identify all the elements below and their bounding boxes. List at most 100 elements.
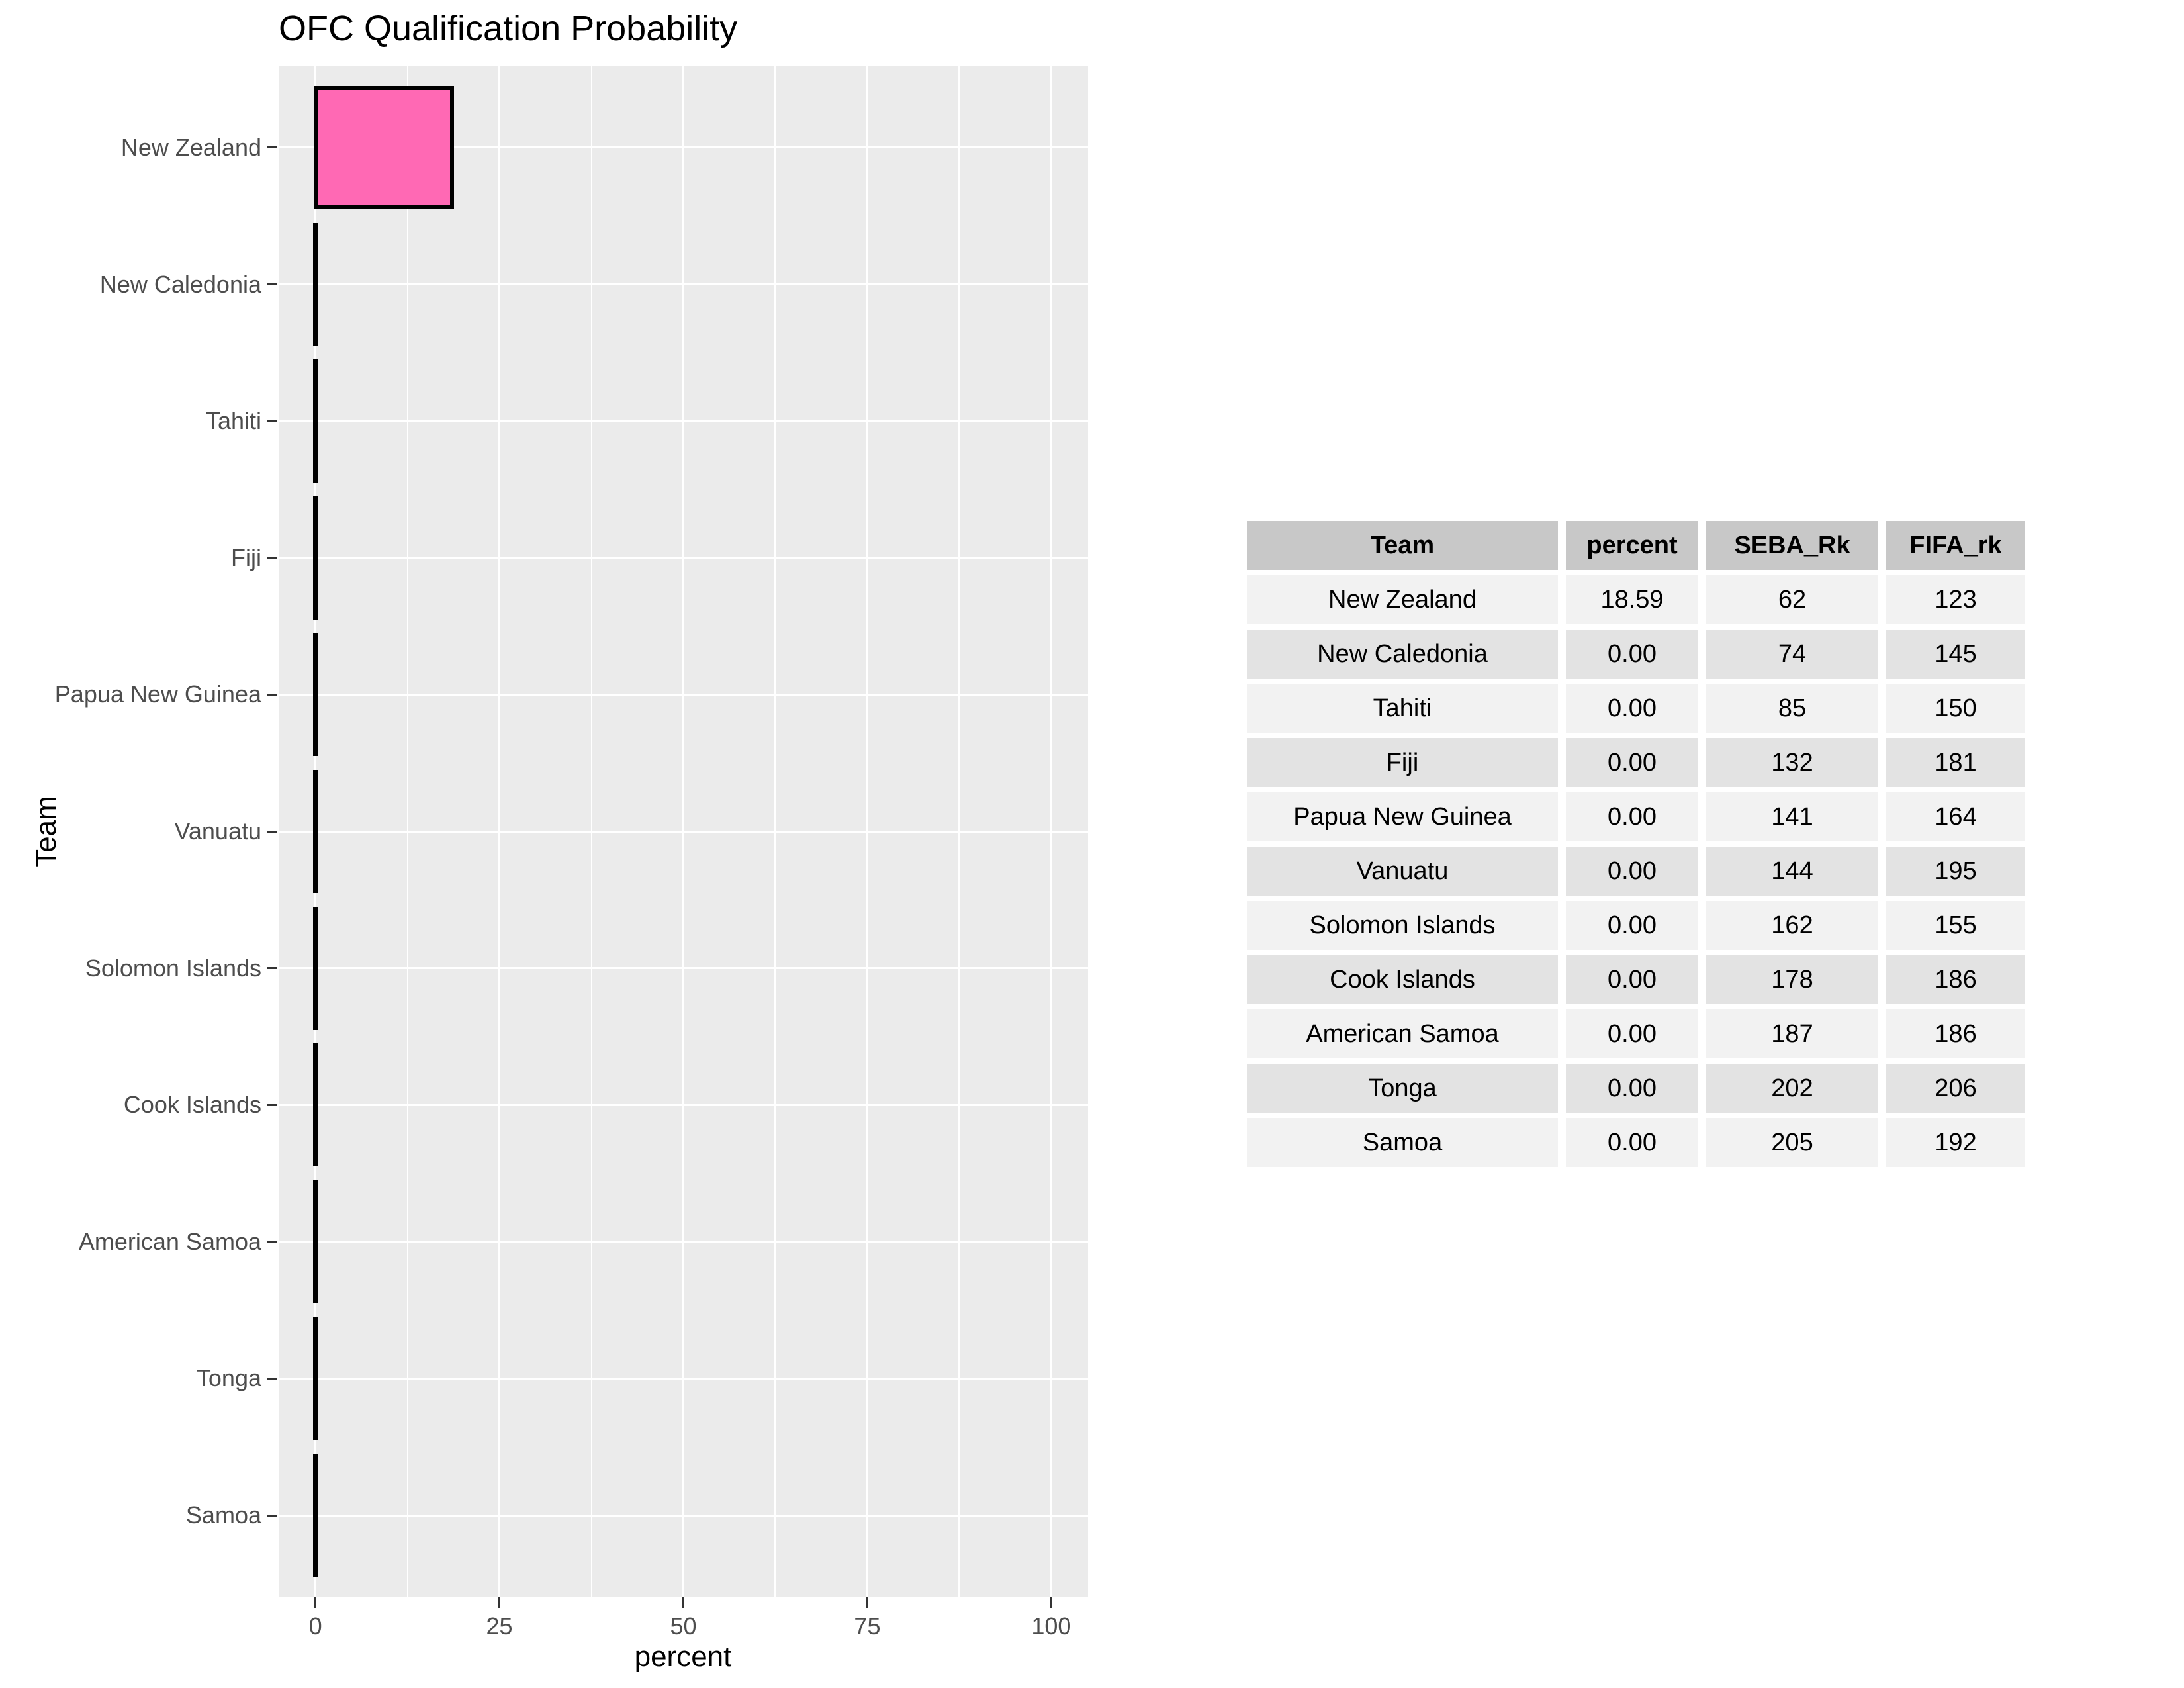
gridline-major: [279, 693, 1088, 696]
table-cell: 0.00: [1566, 630, 1698, 679]
bar-zero: [313, 1454, 318, 1577]
table-cell: 18.59: [1566, 575, 1698, 624]
table-row: Tahiti 0.00 85 150: [1247, 684, 2025, 733]
x-tick-mark: [1050, 1597, 1052, 1608]
table-header-cell: Team: [1247, 521, 1558, 570]
y-tick-mark: [267, 1103, 277, 1106]
y-tick-mark: [267, 557, 277, 559]
table-cell: New Zealand: [1247, 575, 1558, 624]
y-tick-label: Papua New Guinea: [54, 680, 261, 708]
x-tick-mark: [682, 1597, 684, 1608]
x-tick-mark: [498, 1597, 501, 1608]
table-row: Cook Islands 0.00 178 186: [1247, 955, 2025, 1004]
table-cell: 0.00: [1566, 1009, 1698, 1058]
table-cell: 0.00: [1566, 1118, 1698, 1167]
y-tick-mark: [267, 967, 277, 970]
gridline-major: [279, 1103, 1088, 1106]
table-cell: 62: [1706, 575, 1878, 624]
table-row: Samoa 0.00 205 192: [1247, 1118, 2025, 1167]
table-cell: 0.00: [1566, 955, 1698, 1004]
y-tick-mark: [267, 830, 277, 833]
table-row: New Caledonia 0.00 74 145: [1247, 630, 2025, 679]
table-cell: Papua New Guinea: [1247, 792, 1558, 841]
table-cell: 192: [1886, 1118, 2025, 1167]
table-row: American Samoa 0.00 187 186: [1247, 1009, 2025, 1058]
bar-zero: [313, 222, 318, 346]
table-header-cell: percent: [1566, 521, 1698, 570]
gridline-major: [279, 283, 1088, 286]
table-cell: 178: [1706, 955, 1878, 1004]
y-tick-mark: [267, 1514, 277, 1517]
table-cell: Cook Islands: [1247, 955, 1558, 1004]
table-header-row: Team percent SEBA_Rk FIFA_rk: [1247, 521, 2025, 570]
table-cell: 144: [1706, 847, 1878, 896]
gridline-major: [279, 967, 1088, 970]
y-tick-label: New Zealand: [120, 133, 261, 161]
table-cell: 206: [1886, 1064, 2025, 1113]
table-cell: 202: [1706, 1064, 1878, 1113]
table-cell: 74: [1706, 630, 1878, 679]
chart-title: OFC Qualification Probability: [279, 9, 738, 48]
gridline-major: [279, 1241, 1088, 1243]
table-cell: 132: [1706, 738, 1878, 787]
chart-panel: [279, 66, 1088, 1597]
table-cell: 187: [1706, 1009, 1878, 1058]
table-cell: 0.00: [1566, 847, 1698, 896]
y-tick-label: Tahiti: [205, 407, 261, 435]
x-tick-label: 50: [670, 1613, 697, 1640]
table-row: Papua New Guinea 0.00 141 164: [1247, 792, 2025, 841]
bar-zero: [313, 1043, 318, 1167]
bar-zero: [313, 770, 318, 893]
y-tick-label: New Caledonia: [99, 270, 261, 298]
table-cell: 186: [1886, 955, 2025, 1004]
bar-zero: [313, 496, 318, 620]
table-row: Tonga 0.00 202 206: [1247, 1064, 2025, 1113]
x-tick-mark: [866, 1597, 868, 1608]
bar-zero: [313, 633, 318, 757]
gridline-major: [279, 146, 1088, 149]
y-tick-mark: [267, 693, 277, 696]
y-tick-mark: [267, 146, 277, 149]
y-tick-label: Cook Islands: [123, 1091, 261, 1119]
gridline-major: [279, 1514, 1088, 1517]
table-cell: 155: [1886, 901, 2025, 950]
table-cell: 181: [1886, 738, 2025, 787]
table-cell: Tonga: [1247, 1064, 1558, 1113]
table-cell: 0.00: [1566, 792, 1698, 841]
table-row: Vanuatu 0.00 144 195: [1247, 847, 2025, 896]
table-cell: 0.00: [1566, 684, 1698, 733]
gridline-major: [279, 557, 1088, 559]
x-tick-label: 25: [486, 1613, 513, 1640]
table-cell: Fiji: [1247, 738, 1558, 787]
gridline-major: [279, 420, 1088, 422]
table-cell: Tahiti: [1247, 684, 1558, 733]
y-tick-mark: [267, 1377, 277, 1380]
table-cell: Solomon Islands: [1247, 901, 1558, 950]
stats-table: Team percent SEBA_Rk FIFA_rk New Zealand 18.…: [1239, 516, 2033, 1172]
gridline-major: [279, 1377, 1088, 1380]
table-header-cell: SEBA_Rk: [1706, 521, 1878, 570]
y-tick-label: Samoa: [185, 1501, 261, 1529]
table-cell: 164: [1886, 792, 2025, 841]
table-row: Fiji 0.00 132 181: [1247, 738, 2025, 787]
table-row: New Zealand 18.59 62 123: [1247, 575, 2025, 624]
bar-zero: [313, 1317, 318, 1440]
table-cell: 85: [1706, 684, 1878, 733]
bar-zero: [313, 906, 318, 1030]
table-cell: 150: [1886, 684, 2025, 733]
y-tick-label: Tonga: [196, 1364, 261, 1392]
table-cell: Vanuatu: [1247, 847, 1558, 896]
table-row: Solomon Islands 0.00 162 155: [1247, 901, 2025, 950]
x-tick-label: 0: [308, 1613, 322, 1640]
gridline-major: [279, 830, 1088, 833]
x-tick-label: 100: [1031, 1613, 1071, 1640]
table-cell: 145: [1886, 630, 2025, 679]
bar-zero: [313, 1180, 318, 1303]
y-tick-label: Vanuatu: [174, 818, 261, 845]
y-tick-mark: [267, 420, 277, 422]
x-tick-label: 75: [854, 1613, 881, 1640]
data-table: Team percent SEBA_Rk FIFA_rk New Zealand 18.…: [1239, 516, 2033, 1172]
y-tick-mark: [267, 1241, 277, 1243]
x-tick-mark: [314, 1597, 317, 1608]
